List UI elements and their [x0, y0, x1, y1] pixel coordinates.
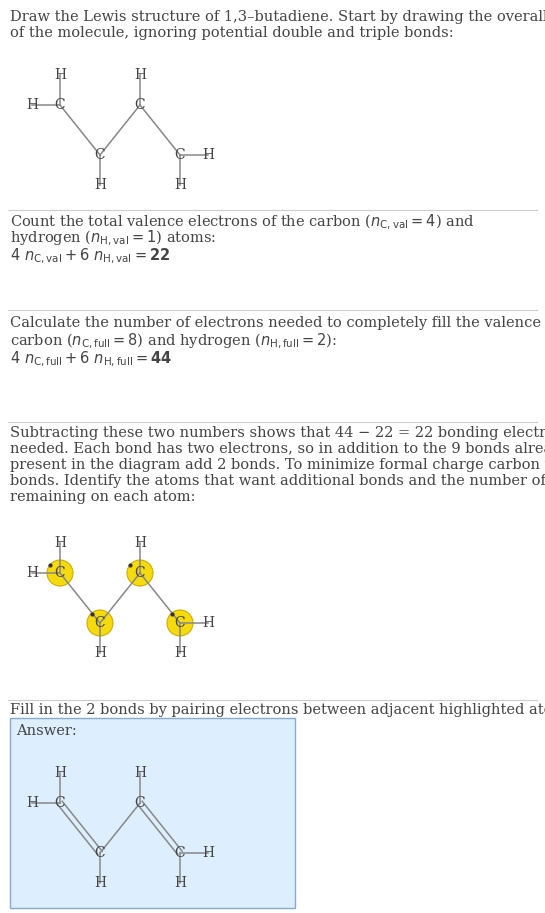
Text: C: C	[95, 616, 105, 630]
Text: H: H	[94, 876, 106, 890]
Text: Fill in the 2 bonds by pairing electrons between adjacent highlighted atoms:: Fill in the 2 bonds by pairing electrons…	[10, 703, 545, 717]
Text: remaining on each atom:: remaining on each atom:	[10, 490, 196, 504]
Text: C: C	[95, 148, 105, 162]
Text: C: C	[175, 616, 185, 630]
Text: H: H	[134, 536, 146, 550]
Text: H: H	[202, 846, 214, 860]
Text: H: H	[134, 68, 146, 82]
Text: H: H	[202, 148, 214, 162]
Text: bonds. Identify the atoms that want additional bonds and the number of electrons: bonds. Identify the atoms that want addi…	[10, 474, 545, 488]
Text: C: C	[135, 566, 146, 580]
Text: H: H	[26, 98, 38, 112]
Text: Answer:: Answer:	[16, 724, 77, 738]
Text: C: C	[54, 796, 65, 810]
Text: H: H	[174, 876, 186, 890]
Text: Count the total valence electrons of the carbon ($n_{\mathrm{C,val}}=4$) and: Count the total valence electrons of the…	[10, 213, 475, 232]
Text: $4\ n_{\mathrm{C,val}}+6\ n_{\mathrm{H,val}}=\mathbf{22}$: $4\ n_{\mathrm{C,val}}+6\ n_{\mathrm{H,v…	[10, 247, 170, 267]
Text: H: H	[54, 536, 66, 550]
Text: H: H	[174, 178, 186, 192]
Text: C: C	[54, 98, 65, 112]
Text: H: H	[94, 178, 106, 192]
Text: H: H	[174, 646, 186, 660]
Text: C: C	[54, 566, 65, 580]
Text: H: H	[134, 766, 146, 780]
FancyBboxPatch shape	[10, 718, 295, 908]
Text: Draw the Lewis structure of 1,3–butadiene. Start by drawing the overall structur: Draw the Lewis structure of 1,3–butadien…	[10, 10, 545, 24]
Text: H: H	[54, 68, 66, 82]
Circle shape	[167, 610, 193, 636]
Text: H: H	[26, 566, 38, 580]
Text: Calculate the number of electrons needed to completely fill the valence shells f: Calculate the number of electrons needed…	[10, 316, 545, 330]
Text: Subtracting these two numbers shows that 44 − 22 = 22 bonding electrons are: Subtracting these two numbers shows that…	[10, 426, 545, 440]
Text: H: H	[202, 616, 214, 630]
Text: C: C	[175, 148, 185, 162]
Circle shape	[127, 560, 153, 586]
Text: carbon ($n_{\mathrm{C,full}}=8$) and hydrogen ($n_{\mathrm{H,full}}=2$):: carbon ($n_{\mathrm{C,full}}=8$) and hyd…	[10, 332, 337, 352]
Text: H: H	[54, 766, 66, 780]
Text: hydrogen ($n_{\mathrm{H,val}}=1$) atoms:: hydrogen ($n_{\mathrm{H,val}}=1$) atoms:	[10, 229, 216, 248]
Text: $4\ n_{\mathrm{C,full}}+6\ n_{\mathrm{H,full}}=\mathbf{44}$: $4\ n_{\mathrm{C,full}}+6\ n_{\mathrm{H,…	[10, 350, 172, 369]
Text: C: C	[135, 796, 146, 810]
Text: C: C	[95, 846, 105, 860]
Text: present in the diagram add 2 bonds. To minimize formal charge carbon wants 4: present in the diagram add 2 bonds. To m…	[10, 458, 545, 472]
Text: C: C	[175, 846, 185, 860]
Circle shape	[47, 560, 73, 586]
Text: C: C	[135, 98, 146, 112]
Text: H: H	[26, 796, 38, 810]
Text: needed. Each bond has two electrons, so in addition to the 9 bonds already: needed. Each bond has two electrons, so …	[10, 442, 545, 456]
Text: H: H	[94, 646, 106, 660]
Text: of the molecule, ignoring potential double and triple bonds:: of the molecule, ignoring potential doub…	[10, 26, 453, 40]
Circle shape	[87, 610, 113, 636]
